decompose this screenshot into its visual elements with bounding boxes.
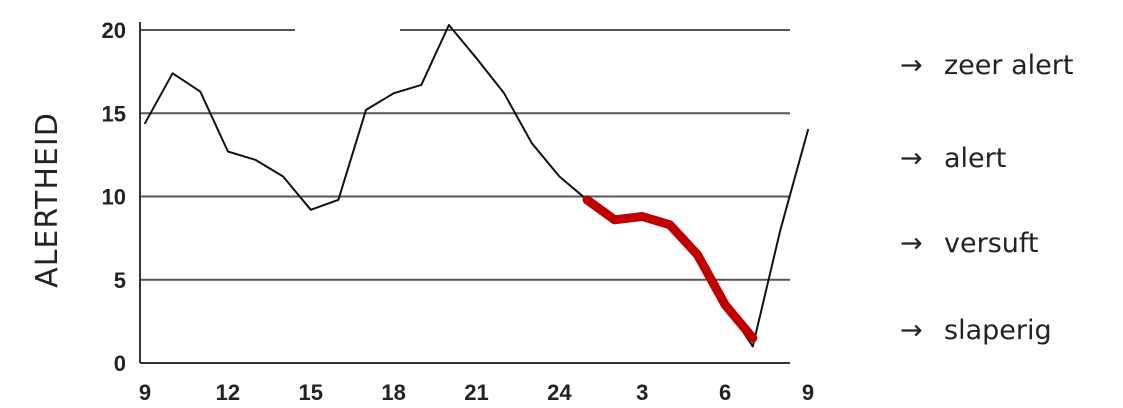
x-tick-24-5: 24 (547, 380, 572, 405)
gridlines (140, 29, 790, 281)
arrow-right-icon: → (900, 315, 923, 346)
y-tick-5: 5 (114, 268, 126, 293)
x-tick-12-1: 12 (216, 380, 240, 405)
legend-item-versuft: → versuft (900, 228, 1039, 259)
y-tick-10: 10 (102, 185, 126, 210)
arrow-right-icon: → (900, 228, 923, 259)
y-axis-label: ALERTHEID (30, 112, 65, 288)
x-tick-21-4: 21 (464, 380, 488, 405)
series-lines (144, 24, 809, 348)
x-tick-labels: 9 12 15 18 21 24 3 6 9 (139, 380, 814, 405)
legend-item-slaperig: → slaperig (900, 315, 1052, 346)
legend-label: alert (944, 143, 1007, 174)
x-tick-6-7: 6 (719, 380, 731, 405)
y-tick-20: 20 (102, 18, 126, 43)
arrow-right-icon: → (900, 50, 923, 81)
y-tick-labels: 0 5 10 15 20 (102, 18, 126, 376)
legend-item-alert: → alert (900, 143, 1006, 174)
y-tick-15: 15 (102, 101, 126, 126)
series-line-1 (582, 195, 758, 343)
legend-label: zeer alert (944, 50, 1074, 81)
x-tick-9-8: 9 (802, 380, 814, 405)
arrow-right-icon: → (900, 143, 923, 174)
x-tick-3-6: 3 (636, 380, 648, 405)
y-tick-0: 0 (114, 351, 126, 376)
series-line-0 (144, 24, 809, 348)
x-tick-18-3: 18 (381, 380, 405, 405)
legend-label: slaperig (944, 315, 1052, 346)
legend-label: versuft (944, 228, 1039, 259)
x-tick-9-0: 9 (139, 380, 151, 405)
legend-item-zeer-alert: → zeer alert (900, 50, 1073, 81)
x-tick-15-2: 15 (299, 380, 323, 405)
